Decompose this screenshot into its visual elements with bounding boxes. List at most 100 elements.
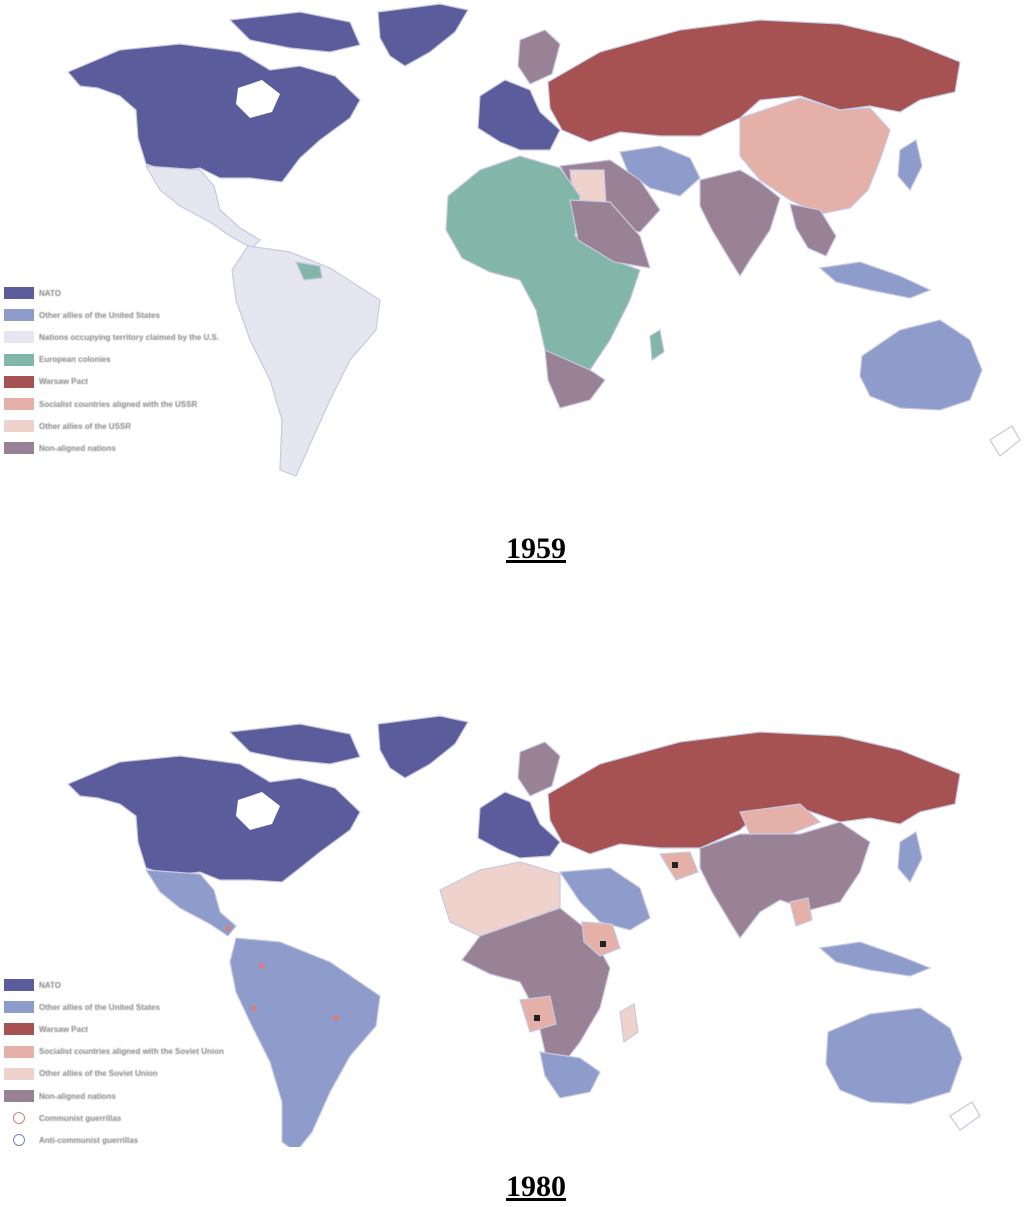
legend-swatch bbox=[4, 442, 34, 455]
legend-circle-symbol bbox=[13, 1112, 25, 1125]
region-scandinavia bbox=[517, 741, 561, 797]
region-afghanistan bbox=[658, 851, 699, 881]
legend-label: Communist guerrillas bbox=[39, 1113, 122, 1123]
region-arctic-islands bbox=[228, 723, 361, 765]
legend-item: Warsaw Pact bbox=[4, 371, 219, 393]
guerrilla-marker bbox=[251, 1005, 257, 1011]
legend-item: Non-aligned nations bbox=[4, 437, 219, 459]
legend-swatch bbox=[4, 331, 34, 344]
region-ussr bbox=[547, 19, 961, 143]
legend-label: NATO bbox=[39, 980, 61, 990]
legend-swatch bbox=[4, 1001, 34, 1014]
legend-item: Communist guerrillas bbox=[4, 1107, 224, 1129]
region-hudson-bay bbox=[236, 80, 280, 118]
legend-1959: NATO Other allies of the United States N… bbox=[4, 282, 219, 460]
region-australia bbox=[859, 319, 983, 411]
legend-item: Other allies of the Soviet Union bbox=[4, 1063, 224, 1085]
region-hudson-bay bbox=[236, 792, 280, 830]
world-map-1959 bbox=[67, 3, 1021, 477]
legend-item: Non-aligned nations bbox=[4, 1085, 224, 1107]
region-angola bbox=[519, 995, 557, 1033]
legend-label: Anti-communist guerrillas bbox=[39, 1135, 139, 1145]
legend-swatch bbox=[4, 309, 34, 322]
legend-swatch bbox=[4, 375, 34, 388]
year-caption-1980: 1980 bbox=[506, 1170, 566, 1203]
region-madagascar bbox=[649, 329, 665, 362]
region-north-america bbox=[67, 43, 361, 183]
region-new-zealand bbox=[989, 425, 1021, 457]
legend-item: Other allies of the United States bbox=[4, 996, 224, 1018]
region-new-zealand bbox=[949, 1101, 981, 1131]
region-central-africa bbox=[461, 907, 611, 1069]
legend-label: NATO bbox=[39, 288, 61, 298]
legend-1980: NATO Other allies of the United States W… bbox=[4, 974, 224, 1152]
region-south-africa bbox=[544, 349, 606, 409]
legend-item: Other allies of the USSR bbox=[4, 415, 219, 437]
region-madagascar bbox=[619, 1003, 639, 1044]
guerrilla-marker bbox=[672, 862, 678, 868]
legend-label: Other allies of the USSR bbox=[39, 421, 132, 431]
legend-swatch bbox=[4, 1023, 34, 1036]
legend-item: Socialist countries aligned with the USS… bbox=[4, 393, 219, 415]
region-arctic-islands bbox=[228, 11, 361, 53]
guerrilla-marker bbox=[225, 925, 231, 931]
legend-label: European colonies bbox=[39, 355, 111, 365]
region-africa-colonies bbox=[445, 155, 641, 381]
region-south-america bbox=[231, 245, 381, 477]
region-north-america bbox=[66, 755, 361, 883]
guerrilla-markers bbox=[225, 862, 678, 1021]
region-vietnam bbox=[789, 897, 813, 927]
legend-item: NATO bbox=[4, 282, 219, 304]
region-japan bbox=[897, 139, 923, 192]
legend-item: Nations occupying territory claimed by t… bbox=[4, 326, 219, 348]
legend-swatch bbox=[4, 1067, 34, 1080]
region-indonesia bbox=[818, 941, 932, 977]
legend-swatch bbox=[4, 287, 34, 300]
legend-label: Socialist countries aligned with the Sov… bbox=[39, 1047, 224, 1057]
region-australia bbox=[825, 1007, 963, 1105]
legend-label: Non-aligned nations bbox=[39, 443, 116, 453]
guerrilla-marker bbox=[333, 1015, 339, 1021]
region-ethiopia bbox=[581, 921, 621, 957]
legend-swatch bbox=[4, 1090, 34, 1103]
region-china bbox=[739, 97, 891, 215]
legend-label: Other allies of the United States bbox=[39, 310, 160, 320]
guerrilla-marker bbox=[600, 941, 606, 947]
legend-label: Other allies of the Soviet Union bbox=[39, 1069, 158, 1079]
region-japan bbox=[897, 831, 923, 884]
region-western-europe bbox=[477, 79, 561, 151]
legend-swatch bbox=[4, 398, 34, 411]
region-scandinavia bbox=[517, 29, 561, 85]
legend-swatch bbox=[4, 420, 34, 433]
region-mongolia bbox=[739, 803, 822, 835]
world-map-1980 bbox=[66, 715, 981, 1147]
region-greenland bbox=[377, 715, 469, 779]
region-india bbox=[699, 169, 781, 278]
legend-label: Nations occupying territory claimed by t… bbox=[39, 332, 220, 342]
guerrilla-marker bbox=[534, 1015, 540, 1021]
region-indonesia bbox=[818, 261, 932, 299]
legend-item: Other allies of the United States bbox=[4, 304, 219, 326]
legend-item: Anti-communist guerrillas bbox=[4, 1129, 224, 1151]
legend-label: Warsaw Pact bbox=[39, 1024, 89, 1034]
map-1959: NATO Other allies of the United States N… bbox=[0, 0, 1024, 500]
region-central-america bbox=[144, 869, 237, 937]
legend-label: Other allies of the United States bbox=[39, 1002, 160, 1012]
legend-label: Non-aligned nations bbox=[39, 1091, 116, 1101]
legend-item: NATO bbox=[4, 974, 224, 996]
legend-item: Socialist countries aligned with the Sov… bbox=[4, 1041, 224, 1063]
region-greenland bbox=[377, 3, 469, 67]
legend-label: Socialist countries aligned with the USS… bbox=[39, 399, 198, 409]
region-southeast-asia bbox=[789, 203, 837, 257]
region-western-europe bbox=[477, 791, 561, 859]
legend-swatch bbox=[4, 979, 34, 992]
region-china bbox=[699, 821, 871, 940]
legend-item: Warsaw Pact bbox=[4, 1018, 224, 1040]
region-horn-africa bbox=[569, 199, 651, 269]
year-caption-1959: 1959 bbox=[506, 532, 566, 565]
legend-item: European colonies bbox=[4, 349, 219, 371]
legend-label: Warsaw Pact bbox=[39, 377, 89, 387]
legend-swatch bbox=[4, 353, 34, 366]
region-arabia bbox=[558, 867, 651, 931]
map-1980: NATO Other allies of the United States W… bbox=[0, 712, 1024, 1147]
